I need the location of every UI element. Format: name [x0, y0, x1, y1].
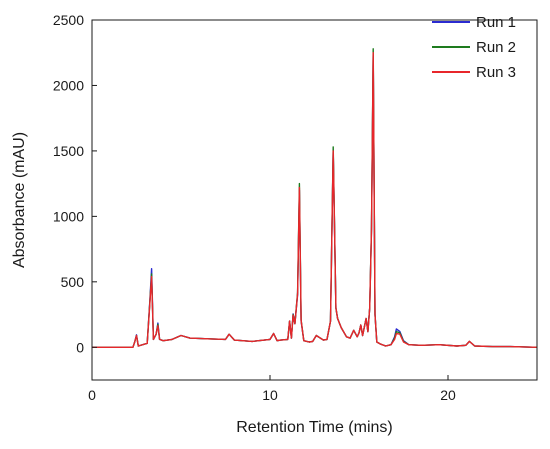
ticks-layer: 0 10 20 0 500 1000 1500 2000 2500 [53, 12, 456, 403]
series-layer [92, 48, 538, 348]
legend-label: Run 2 [476, 39, 516, 56]
plot-frame [91, 19, 538, 381]
series-line-run-2 [92, 48, 538, 348]
y-tick-label: 0 [76, 339, 84, 355]
x-tick-label: 0 [88, 387, 96, 403]
y-tick-label: 1000 [53, 208, 84, 224]
legend-label: Run 3 [476, 64, 516, 81]
x-axis-title: Retention Time (mins) [236, 419, 393, 436]
x-tick-label: 20 [440, 387, 456, 403]
y-tick-label: 2500 [53, 12, 84, 28]
axes-layer [91, 19, 538, 381]
series-line-run-3 [92, 52, 538, 348]
y-tick-label: 1500 [53, 143, 84, 159]
y-tick-label: 2000 [53, 77, 84, 93]
series-line-run-1 [92, 54, 538, 348]
y-axis-title: Absorbance (mAU) [11, 132, 28, 268]
legend: Run 1 Run 2 Run 3 [432, 14, 516, 81]
legend-label: Run 1 [476, 14, 516, 31]
x-tick-label: 10 [262, 387, 278, 403]
y-tick-label: 500 [61, 274, 85, 290]
